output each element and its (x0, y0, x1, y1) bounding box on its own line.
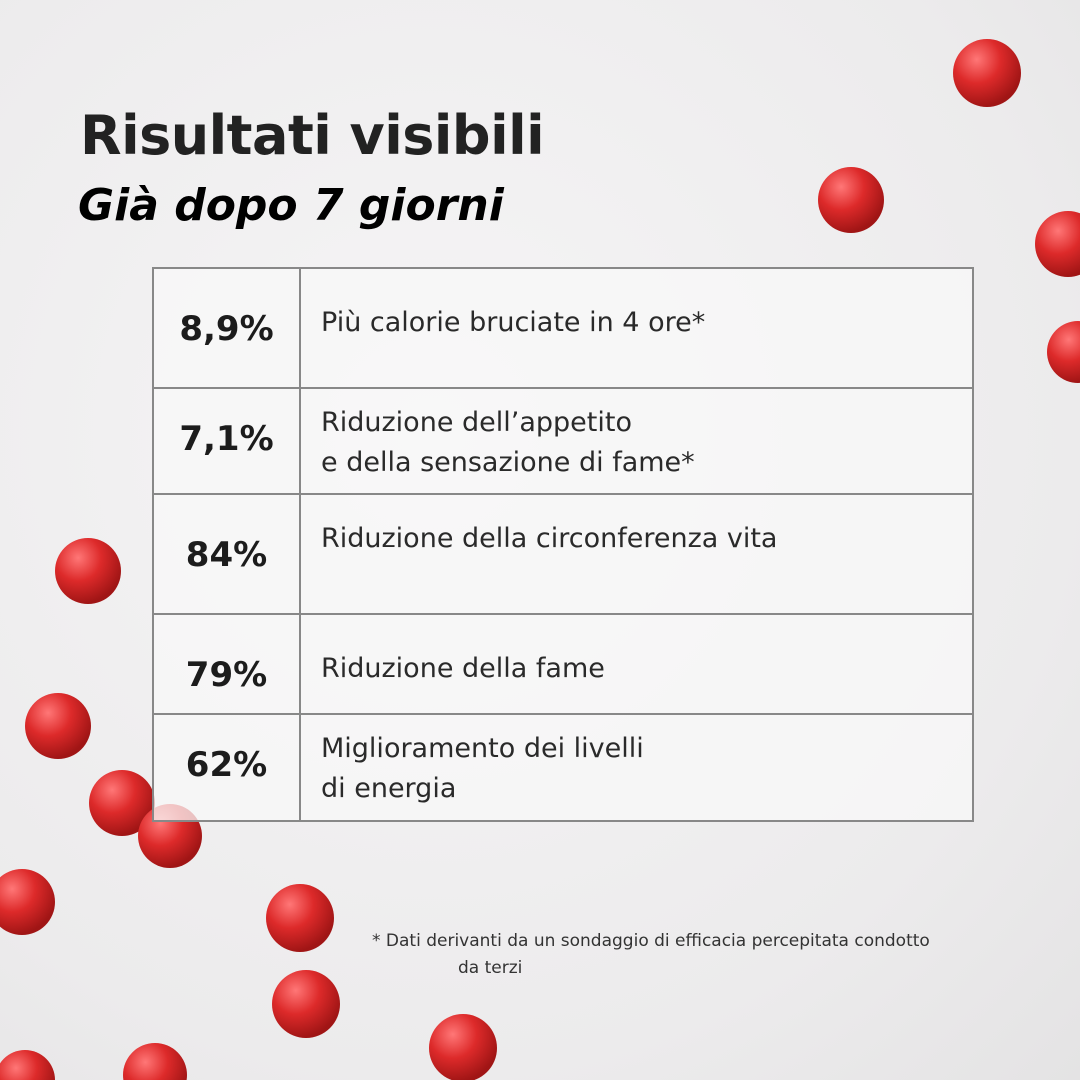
table-row: 84% Riduzione della circonferenza vita (154, 495, 972, 615)
description-line: Più calorie bruciate in 4 ore* (321, 307, 706, 338)
percent-value: 79% (154, 615, 301, 713)
footnote-line: da terzi (458, 958, 523, 978)
footnote: * Dati derivanti da un sondaggio di effi… (372, 928, 930, 982)
table-row: 62% Miglioramento dei livelli di energia (154, 715, 972, 822)
description: Miglioramento dei livelli di energia (301, 715, 972, 820)
percent-value: 62% (154, 715, 301, 820)
percent-value: 84% (154, 495, 301, 613)
description: Riduzione dell’appetito e della sensazion… (301, 389, 972, 493)
description: Riduzione della fame (301, 615, 972, 713)
subtitle: Già dopo 7 giorni (78, 180, 504, 231)
description-line: Miglioramento dei livelli (321, 733, 644, 764)
table-row: 79% Riduzione della fame (154, 615, 972, 715)
description-line: Riduzione dell’appetito (321, 407, 632, 438)
description-line: di energia (321, 773, 457, 804)
percent-value: 7,1% (154, 389, 301, 493)
title: Risultati visibili (80, 104, 545, 167)
description-line: e della sensazione di fame* (321, 447, 695, 478)
table-row: 7,1% Riduzione dell’appetito e della sensa… (154, 389, 972, 495)
description: Più calorie bruciate in 4 ore* (301, 269, 972, 387)
footnote-line: * Dati derivanti da un sondaggio di effi… (372, 931, 930, 951)
table-row: 8,9% Più calorie bruciate in 4 ore* (154, 269, 972, 389)
percent-value: 8,9% (154, 269, 301, 387)
description: Riduzione della circonferenza vita (301, 495, 972, 613)
results-table: 8,9% Più calorie bruciate in 4 ore* 7,1% Ri… (152, 267, 974, 822)
description-line: Riduzione della fame (321, 653, 605, 684)
description-line: Riduzione della circonferenza vita (321, 523, 778, 554)
